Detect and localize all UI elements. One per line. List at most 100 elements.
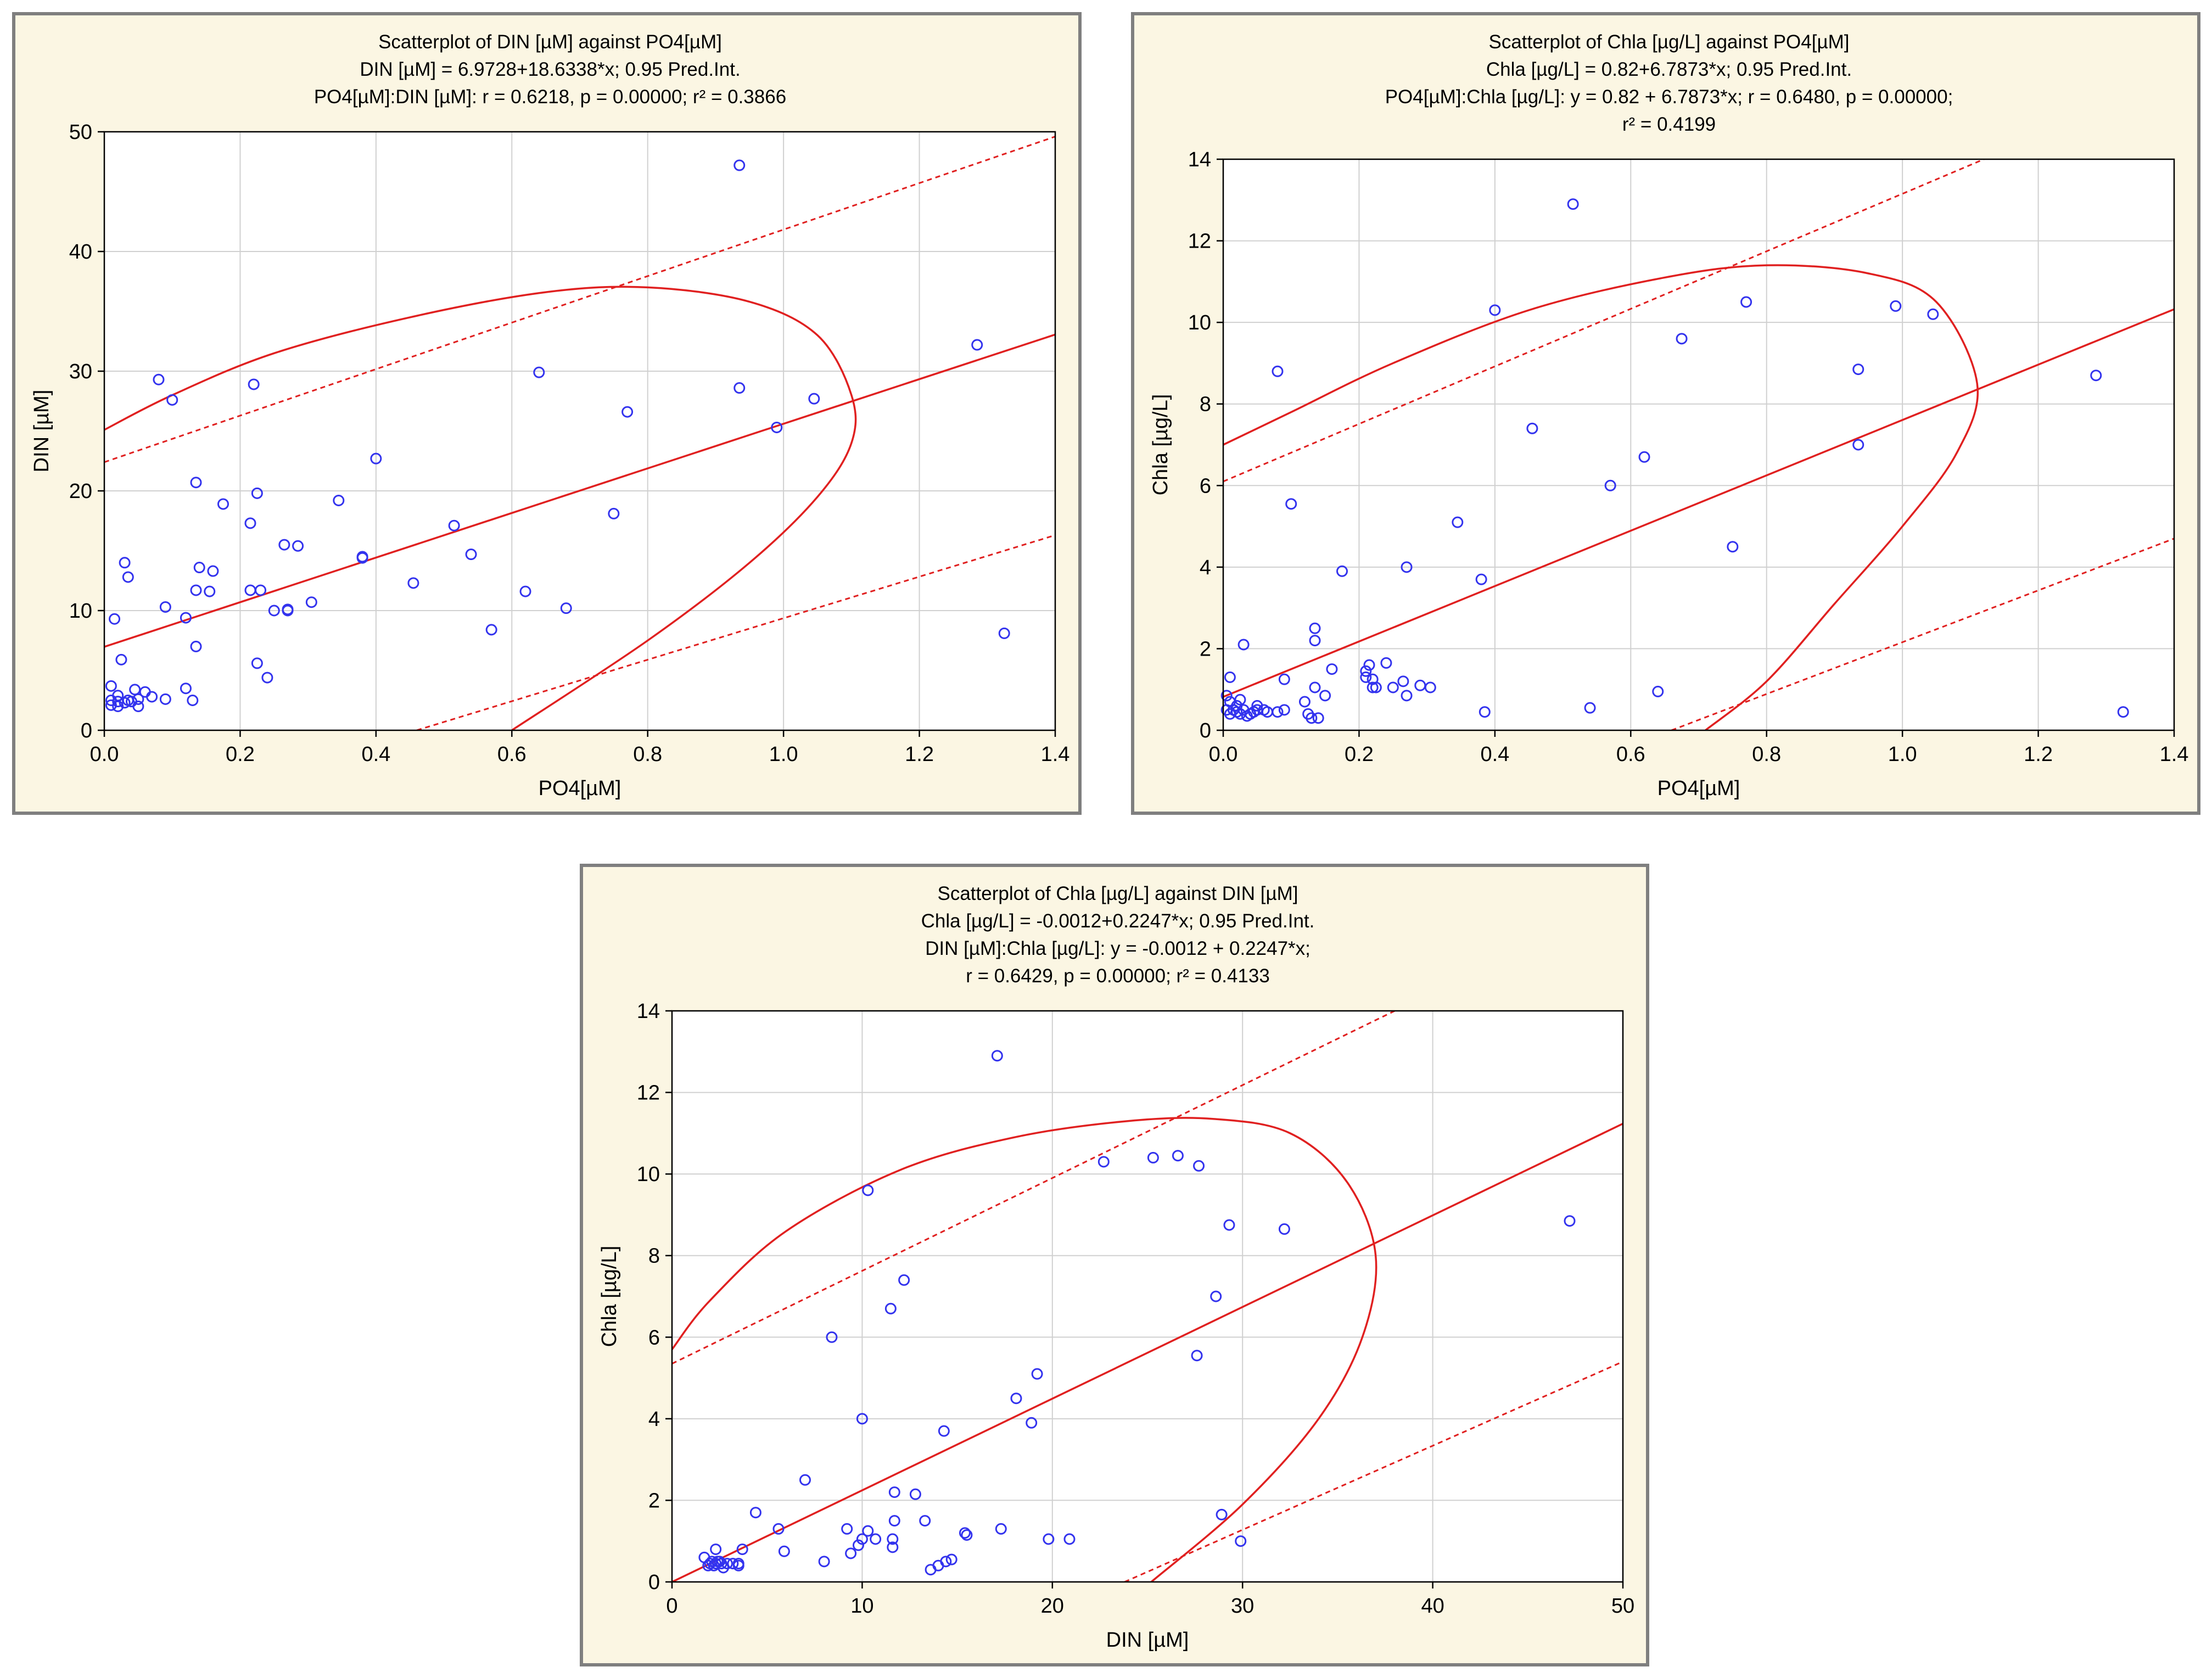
chart-subtitle-line: DIN [µM]:Chla [µg/L]: y = -0.0012 + 0.22…: [925, 938, 1311, 959]
data-point: [733, 159, 746, 171]
data-point: [856, 1533, 868, 1545]
data-point: [826, 1331, 838, 1343]
chart-subtitle-line: PO4[µM]:DIN [µM]: r = 0.6218, p = 0.0000…: [314, 86, 786, 108]
data-point: [1452, 516, 1464, 528]
data-point: [1220, 690, 1233, 702]
data-point: [1285, 498, 1297, 510]
data-point: [1604, 479, 1616, 491]
data-point: [1172, 1150, 1184, 1162]
data-point: [180, 612, 192, 624]
data-point: [938, 1425, 950, 1437]
confidence-ellipse: [104, 286, 857, 730]
y-tick-label: 40: [69, 240, 92, 264]
data-point: [778, 1545, 790, 1557]
data-point: [714, 1556, 726, 1568]
data-point: [1380, 657, 1392, 669]
data-point: [159, 693, 171, 705]
x-tick-label: 0.6: [1616, 743, 1645, 766]
data-point: [945, 1553, 957, 1565]
data-point: [109, 613, 121, 625]
data-point: [255, 584, 267, 596]
data-point: [244, 517, 256, 529]
data-point: [1336, 565, 1348, 577]
data-point: [1564, 1215, 1576, 1227]
x-tick-label: 0.0: [1209, 743, 1238, 766]
data-point: [749, 1507, 761, 1519]
data-point: [1026, 1417, 1038, 1429]
x-tick-label: 1.4: [1041, 743, 1070, 766]
data-point: [356, 552, 368, 564]
x-tick-label: 1.0: [1888, 743, 1917, 766]
data-point: [1278, 1223, 1290, 1235]
data-point: [621, 406, 634, 418]
data-point: [1237, 639, 1250, 651]
data-point: [799, 1474, 811, 1486]
data-point: [533, 366, 545, 378]
data-point: [465, 549, 477, 561]
data-point: [122, 571, 134, 583]
data-point: [1306, 712, 1318, 724]
x-tick-label: 50: [1611, 1595, 1634, 1618]
data-point: [721, 1558, 733, 1570]
plot-frame: [1222, 158, 2175, 731]
data-point: [608, 507, 620, 519]
data-point: [1927, 308, 1939, 320]
data-point: [862, 1525, 874, 1537]
data-point: [1043, 1533, 1055, 1545]
prediction-interval-upper: [672, 1011, 1395, 1364]
data-point: [268, 605, 280, 617]
data-point: [105, 699, 117, 711]
x-tick-label: 20: [1041, 1595, 1064, 1618]
plot-area: [104, 132, 1055, 730]
x-tick-label: 0.8: [633, 743, 662, 766]
data-point: [1010, 1392, 1022, 1405]
data-point: [1397, 675, 1409, 687]
prediction-interval-upper: [104, 136, 1055, 463]
x-tick-label: 1.0: [769, 743, 798, 766]
y-axis-label: DIN [µM]: [30, 390, 53, 473]
y-tick-label: 12: [1188, 230, 1211, 253]
data-point: [898, 1274, 910, 1286]
data-point: [1063, 1533, 1076, 1545]
x-axis-label: DIN [µM]: [1106, 1629, 1189, 1652]
data-point: [190, 477, 202, 489]
data-point: [1309, 681, 1321, 693]
data-point: [1216, 1508, 1228, 1520]
x-tick-label: 0.6: [497, 743, 527, 766]
confidence-ellipse: [672, 1117, 1377, 1582]
data-point: [1309, 635, 1321, 647]
x-axis-label: PO4[µM]: [539, 777, 621, 800]
data-point: [710, 1543, 722, 1556]
y-tick-label: 14: [1188, 148, 1211, 171]
x-tick-label: 0.4: [1480, 743, 1509, 766]
data-point: [1370, 681, 1382, 693]
data-point: [852, 1539, 864, 1551]
data-point: [1278, 704, 1290, 716]
data-point: [1676, 333, 1688, 345]
data-point: [1727, 541, 1739, 553]
data-point: [292, 540, 304, 552]
data-point: [251, 487, 263, 499]
x-tick-label: 40: [1421, 1595, 1444, 1618]
data-point: [1652, 685, 1664, 697]
y-tick-label: 10: [69, 600, 92, 623]
data-point: [1031, 1368, 1043, 1380]
y-axis-label: Chla [µg/L]: [598, 1246, 621, 1347]
x-tick-label: 0.8: [1752, 743, 1781, 766]
data-point: [1360, 665, 1372, 677]
data-point: [519, 585, 531, 597]
y-tick-label: 30: [69, 360, 92, 383]
data-point: [193, 562, 205, 574]
data-point: [772, 1523, 785, 1535]
regression-line: [672, 1122, 1623, 1582]
y-tick-label: 6: [1200, 474, 1211, 497]
data-point: [961, 1529, 973, 1541]
data-point: [733, 382, 746, 394]
data-point: [207, 565, 219, 577]
y-tick-label: 10: [637, 1163, 660, 1186]
data-point: [370, 452, 382, 465]
data-point: [1147, 1151, 1159, 1164]
chart-svg-din-vs-po4: 0.0 0.2 0.4 0.6 0.8 1.0 1.2 1.4 0 10 20 30 40 50 PO4[µ…: [30, 31, 1070, 800]
data-point: [1235, 1535, 1247, 1547]
y-tick-label: 14: [637, 1000, 660, 1023]
